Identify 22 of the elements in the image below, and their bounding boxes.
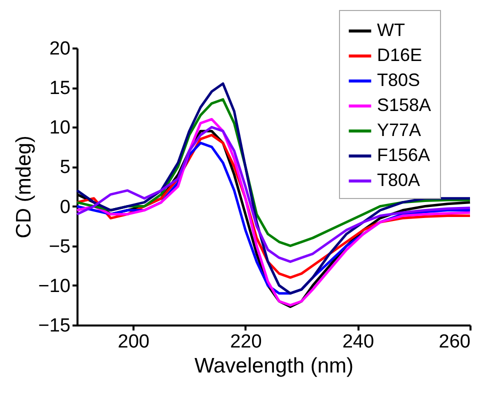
y-tick-label: 0 — [60, 196, 70, 218]
y-axis-title: CD (mdeg) — [12, 136, 36, 238]
legend-label: T80A — [377, 170, 420, 190]
legend-label: S158A — [377, 95, 432, 115]
x-tick-label: 200 — [118, 332, 150, 352]
y-tick-label: 15 — [49, 78, 70, 100]
y-tick-label: −10 — [38, 276, 70, 297]
legend-label: D16E — [377, 45, 422, 65]
legend-label: F156A — [377, 145, 430, 165]
y-tick-label: −15 — [38, 316, 70, 336]
y-tick-label: −5 — [48, 236, 70, 258]
x-axis-title: Wavelength (nm) — [194, 354, 354, 378]
legend-label: WT — [377, 20, 405, 40]
y-tick-label: 5 — [60, 157, 70, 178]
x-tick-label: 220 — [230, 332, 262, 352]
y-tick-label: 20 — [49, 38, 70, 60]
line-series — [76, 126, 472, 263]
x-tick-label: 240 — [342, 332, 374, 352]
legend-label: T80S — [377, 70, 420, 90]
legend-label: Y77A — [377, 120, 422, 140]
y-tick-label: 10 — [49, 118, 70, 139]
x-tick-label: 260 — [438, 332, 470, 352]
